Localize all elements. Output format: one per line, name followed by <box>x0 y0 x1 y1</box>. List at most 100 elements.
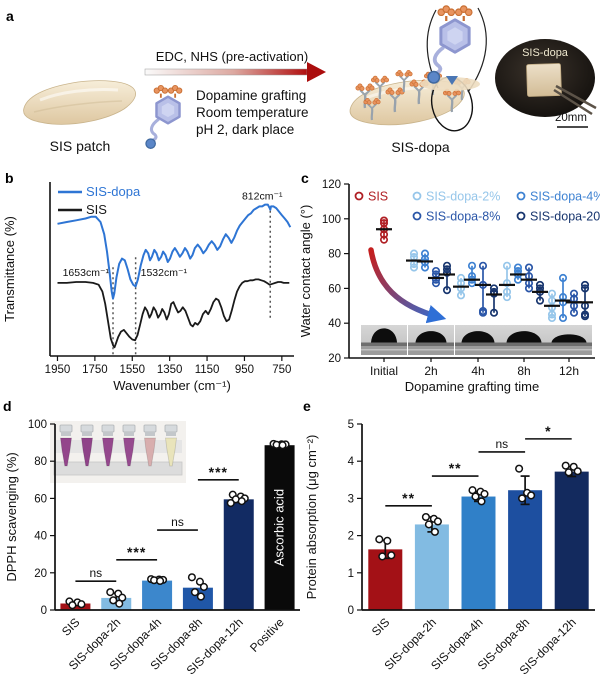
legend-label: SIS-dopa-20% <box>530 210 600 224</box>
legend-marker <box>412 211 422 221</box>
peak-annotation: 812cm⁻¹ <box>242 190 283 202</box>
y-tick-label: 60 <box>328 283 341 295</box>
x-tick-label: 1350 <box>157 364 183 376</box>
data-point <box>409 249 419 258</box>
tube-cap <box>59 424 73 433</box>
y-tick-label: 120 <box>322 179 341 191</box>
data-point <box>420 263 430 272</box>
significance-label: *** <box>209 464 228 480</box>
scatter-group-SIS-dopa-8%-4h <box>475 261 491 317</box>
tube-collar <box>145 432 155 436</box>
x-tick-label: 1150 <box>195 364 220 376</box>
data-point <box>424 520 433 529</box>
y-tick-label: 40 <box>34 531 47 543</box>
x-tick-label: 8h <box>517 364 530 378</box>
y-axis-label: DPPH scavenging (%) <box>4 452 19 581</box>
data-point <box>378 552 387 561</box>
tube-collar <box>61 432 71 436</box>
bar-SIS-dopa-12h <box>223 499 254 610</box>
data-point <box>431 275 441 284</box>
scatter-group-SIS-dopa-2%-4h <box>453 273 469 300</box>
x-tick-label: SIS <box>369 615 393 639</box>
sis-dopa-illustration <box>349 3 487 132</box>
scatter-group-SIS-dopa-20%-4h <box>486 284 502 317</box>
data-point <box>190 588 199 597</box>
y-tick-label: 20 <box>34 568 47 580</box>
data-point <box>478 308 488 317</box>
droplet-photo <box>546 325 592 355</box>
scatter-group-SIS-dopa-4%-4h <box>464 261 480 288</box>
significance-label: *** <box>127 544 146 560</box>
panel-label-c: c <box>301 170 309 186</box>
ftir-chart: 1653cm⁻¹ 1532cm⁻¹ 812cm⁻¹ 1950 1750 1550 1350 1… <box>2 182 294 393</box>
y-axis-label: Transmittance (%) <box>2 216 17 322</box>
data-point <box>431 266 441 276</box>
data-point <box>375 535 384 544</box>
data-point <box>569 308 579 317</box>
scatter-group-SIS-dopa-2%-12h <box>544 289 560 323</box>
x-tick-label: Initial <box>370 364 398 378</box>
panel-a-schematic <box>23 3 597 150</box>
data-point <box>387 551 396 560</box>
data-point <box>502 293 512 302</box>
data-point <box>68 601 77 610</box>
data-point <box>379 235 389 244</box>
data-point <box>535 296 545 305</box>
scatter-group-SIS-Initial <box>376 216 392 244</box>
x-tick-label: 950 <box>235 364 254 376</box>
x-axis-label: Wavenumber (cm⁻¹) <box>113 378 231 393</box>
data-point <box>237 497 246 506</box>
process-line-1: Dopamine grafting <box>196 88 307 103</box>
bar-Positive <box>264 445 295 610</box>
data-point <box>467 261 477 270</box>
data-point <box>478 261 488 270</box>
scatter-group-SIS-dopa-20%-8h <box>532 280 548 305</box>
process-line-2: Room temperature <box>196 105 309 120</box>
data-point <box>106 588 115 597</box>
y-tick-label: 5 <box>348 419 354 431</box>
y-tick-label: 20 <box>328 353 341 365</box>
photo-sis-dopa <box>495 39 597 128</box>
significance-label: ns <box>171 515 184 529</box>
panel-label-b: b <box>5 170 14 186</box>
sis-dopa-label: SIS-dopa <box>391 139 450 155</box>
contact-angle-chart: 20 40 60 80 100 120 Initial 2h 4h 8h 12h Dopamine g… <box>298 179 600 394</box>
y-tick-label: 0 <box>41 605 47 617</box>
assay-tube <box>165 437 177 467</box>
data-point <box>187 573 196 582</box>
droplet-shape <box>415 331 447 343</box>
bar-SIS-dopa-4h <box>142 580 173 610</box>
sis-patch-label: SIS patch <box>49 138 111 154</box>
legend-label: SIS <box>86 202 107 217</box>
ftir-curve-SIS-dopa <box>57 203 292 300</box>
tube-cap <box>80 424 94 433</box>
dpph-bar-chart: ns *** ns *** Ascorbic acid 0 20 40 60 80 100 DPPH … <box>4 419 300 677</box>
significance-label: ** <box>402 490 415 506</box>
legend-label: SIS-dopa-8% <box>426 210 500 224</box>
x-tick-label: 4h <box>471 364 484 378</box>
peak-annotation: 1653cm⁻¹ <box>63 267 110 279</box>
droplet-photo <box>408 325 454 355</box>
scatter-group-SIS-dopa-8%-2h <box>428 266 444 288</box>
y-tick-label: 80 <box>328 249 341 261</box>
droplet-shape <box>371 328 397 343</box>
data-point <box>383 536 392 545</box>
data-point <box>561 461 570 470</box>
scatter-group-SIS-dopa-2%-8h <box>499 261 515 302</box>
data-point <box>156 576 165 586</box>
y-tick-label: 40 <box>328 318 341 330</box>
legend-label: SIS <box>368 190 388 204</box>
assay-tube <box>81 437 93 467</box>
data-point <box>433 517 442 526</box>
sis-patch-illustration <box>23 80 137 125</box>
bar-SIS-dopa-12h <box>554 471 589 610</box>
data-point <box>196 592 205 601</box>
data-point <box>502 287 512 296</box>
legend-label: SIS-dopa <box>86 184 141 199</box>
data-point <box>199 582 208 591</box>
x-tick-label: 750 <box>272 364 291 376</box>
y-tick-label: 60 <box>34 493 47 505</box>
legend-label: SIS-dopa-4% <box>530 190 600 204</box>
panel-label-d: d <box>3 398 12 414</box>
